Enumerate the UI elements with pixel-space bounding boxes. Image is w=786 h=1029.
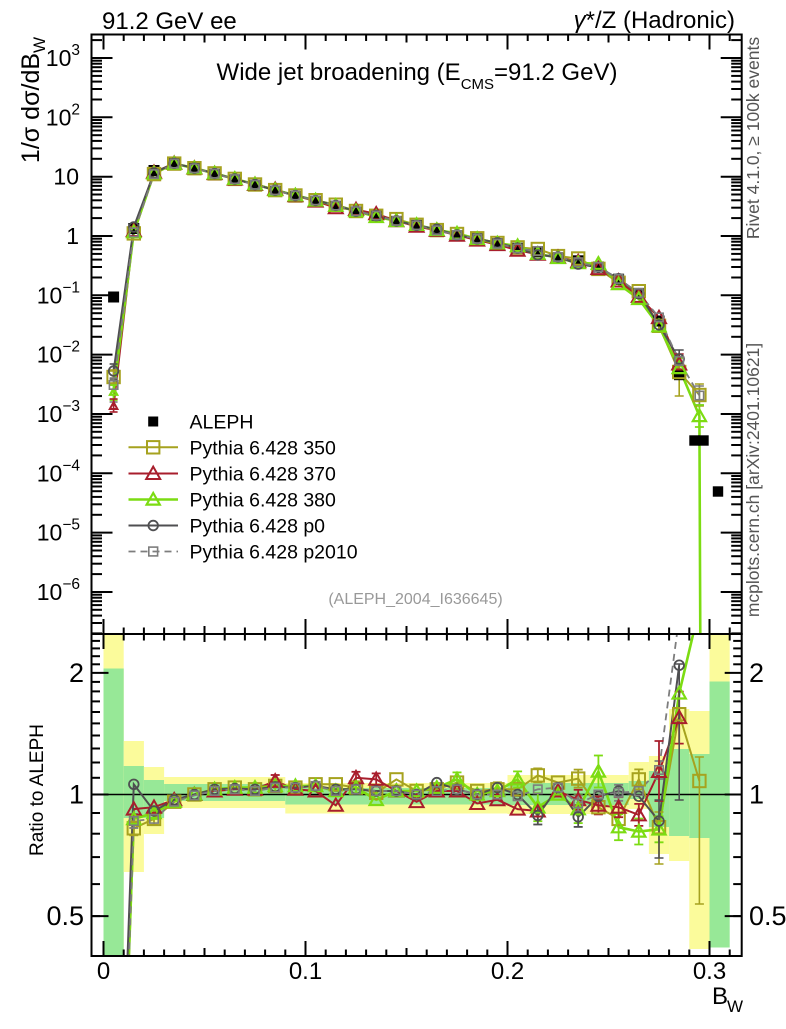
svg-text:10−1: 10−1	[37, 279, 80, 308]
svg-text:0.2: 0.2	[491, 958, 524, 985]
svg-text:1: 1	[66, 223, 79, 249]
svg-text:0.5: 0.5	[749, 901, 786, 931]
svg-text:10−5: 10−5	[37, 517, 80, 546]
svg-text:(ALEPH_2004_I636645): (ALEPH_2004_I636645)	[328, 591, 502, 608]
svg-text:1: 1	[69, 780, 84, 810]
svg-text:1: 1	[749, 780, 764, 810]
svg-text:Rivet 4.1.0, ≥ 100k events: Rivet 4.1.0, ≥ 100k events	[743, 37, 763, 239]
svg-text:0: 0	[97, 958, 110, 985]
svg-text:0.1: 0.1	[289, 958, 322, 985]
svg-text:10: 10	[53, 164, 79, 190]
svg-text:10−3: 10−3	[37, 398, 80, 427]
svg-text:91.2 GeV ee: 91.2 GeV ee	[102, 8, 237, 35]
svg-text:Pythia 6.428 p0: Pythia 6.428 p0	[190, 516, 326, 538]
svg-text:Pythia 6.428 380: Pythia 6.428 380	[190, 490, 337, 512]
svg-text:Ratio to ALEPH: Ratio to ALEPH	[27, 724, 48, 856]
svg-text:0.5: 0.5	[46, 901, 84, 931]
svg-text:Pythia 6.428 350: Pythia 6.428 350	[190, 437, 337, 459]
svg-text:1/σ dσ/dBW: 1/σ dσ/dBW	[17, 37, 49, 163]
svg-text:0.3: 0.3	[693, 958, 726, 985]
svg-text:2: 2	[749, 658, 764, 688]
svg-text:ALEPH: ALEPH	[190, 412, 254, 434]
svg-text:10−6: 10−6	[37, 576, 80, 605]
svg-text:2: 2	[69, 658, 84, 688]
svg-text:mcplots.cern.ch [arXiv:2401.10: mcplots.cern.ch [arXiv:2401.10621]	[743, 343, 763, 617]
svg-text:γ*/Z (Hadronic): γ*/Z (Hadronic)	[574, 7, 735, 34]
svg-text:W: W	[727, 997, 743, 1016]
svg-text:Pythia 6.428 370: Pythia 6.428 370	[190, 464, 337, 486]
svg-text:Pythia 6.428 p2010: Pythia 6.428 p2010	[190, 542, 358, 564]
svg-text:B: B	[712, 983, 728, 1010]
